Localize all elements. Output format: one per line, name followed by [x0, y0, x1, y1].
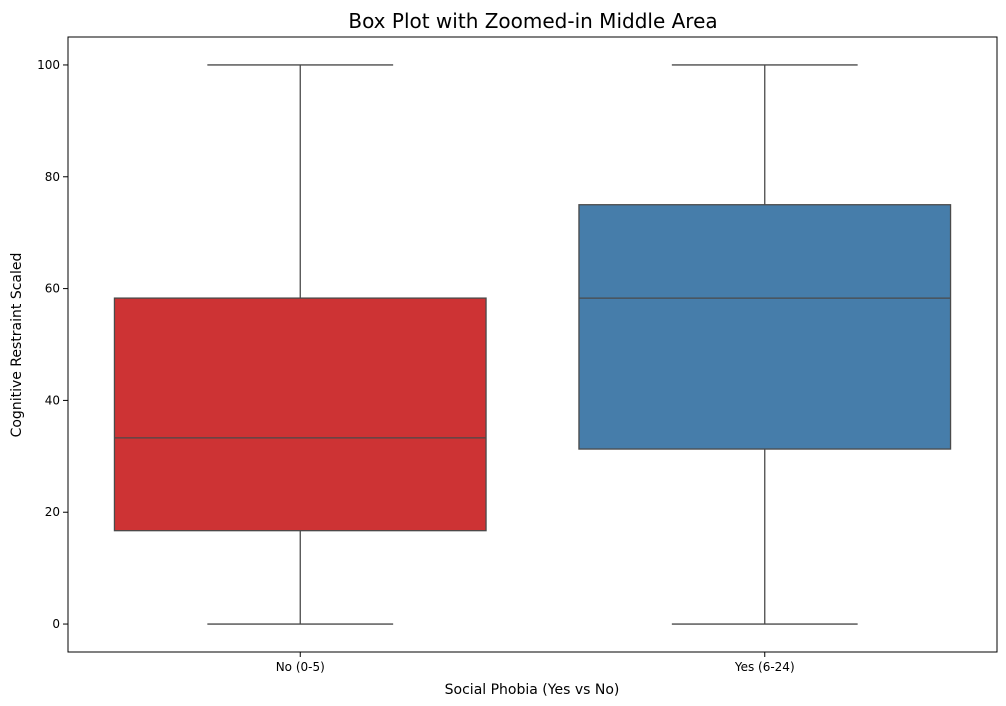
plot-frame — [67, 36, 998, 653]
y-tick-label: 20 — [45, 505, 60, 519]
plot-area — [113, 64, 952, 625]
iqr-box — [578, 204, 952, 450]
y-tick-label: 40 — [45, 393, 60, 407]
iqr-box — [113, 297, 487, 532]
x-tick-label: No (0-5) — [276, 660, 325, 674]
y-tick-label: 80 — [45, 170, 60, 184]
y-axis-label: Cognitive Restraint Scaled — [9, 253, 25, 438]
box-group — [113, 64, 487, 625]
y-tick-label: 60 — [45, 282, 60, 296]
x-axis-label: Social Phobia (Yes vs No) — [445, 682, 620, 698]
chart-title: Box Plot with Zoomed-in Middle Area — [348, 9, 717, 33]
y-tick-label: 0 — [52, 617, 60, 631]
x-tick-label: Yes (6-24) — [734, 660, 795, 674]
box-group — [578, 64, 952, 625]
y-tick-label: 100 — [37, 58, 60, 72]
